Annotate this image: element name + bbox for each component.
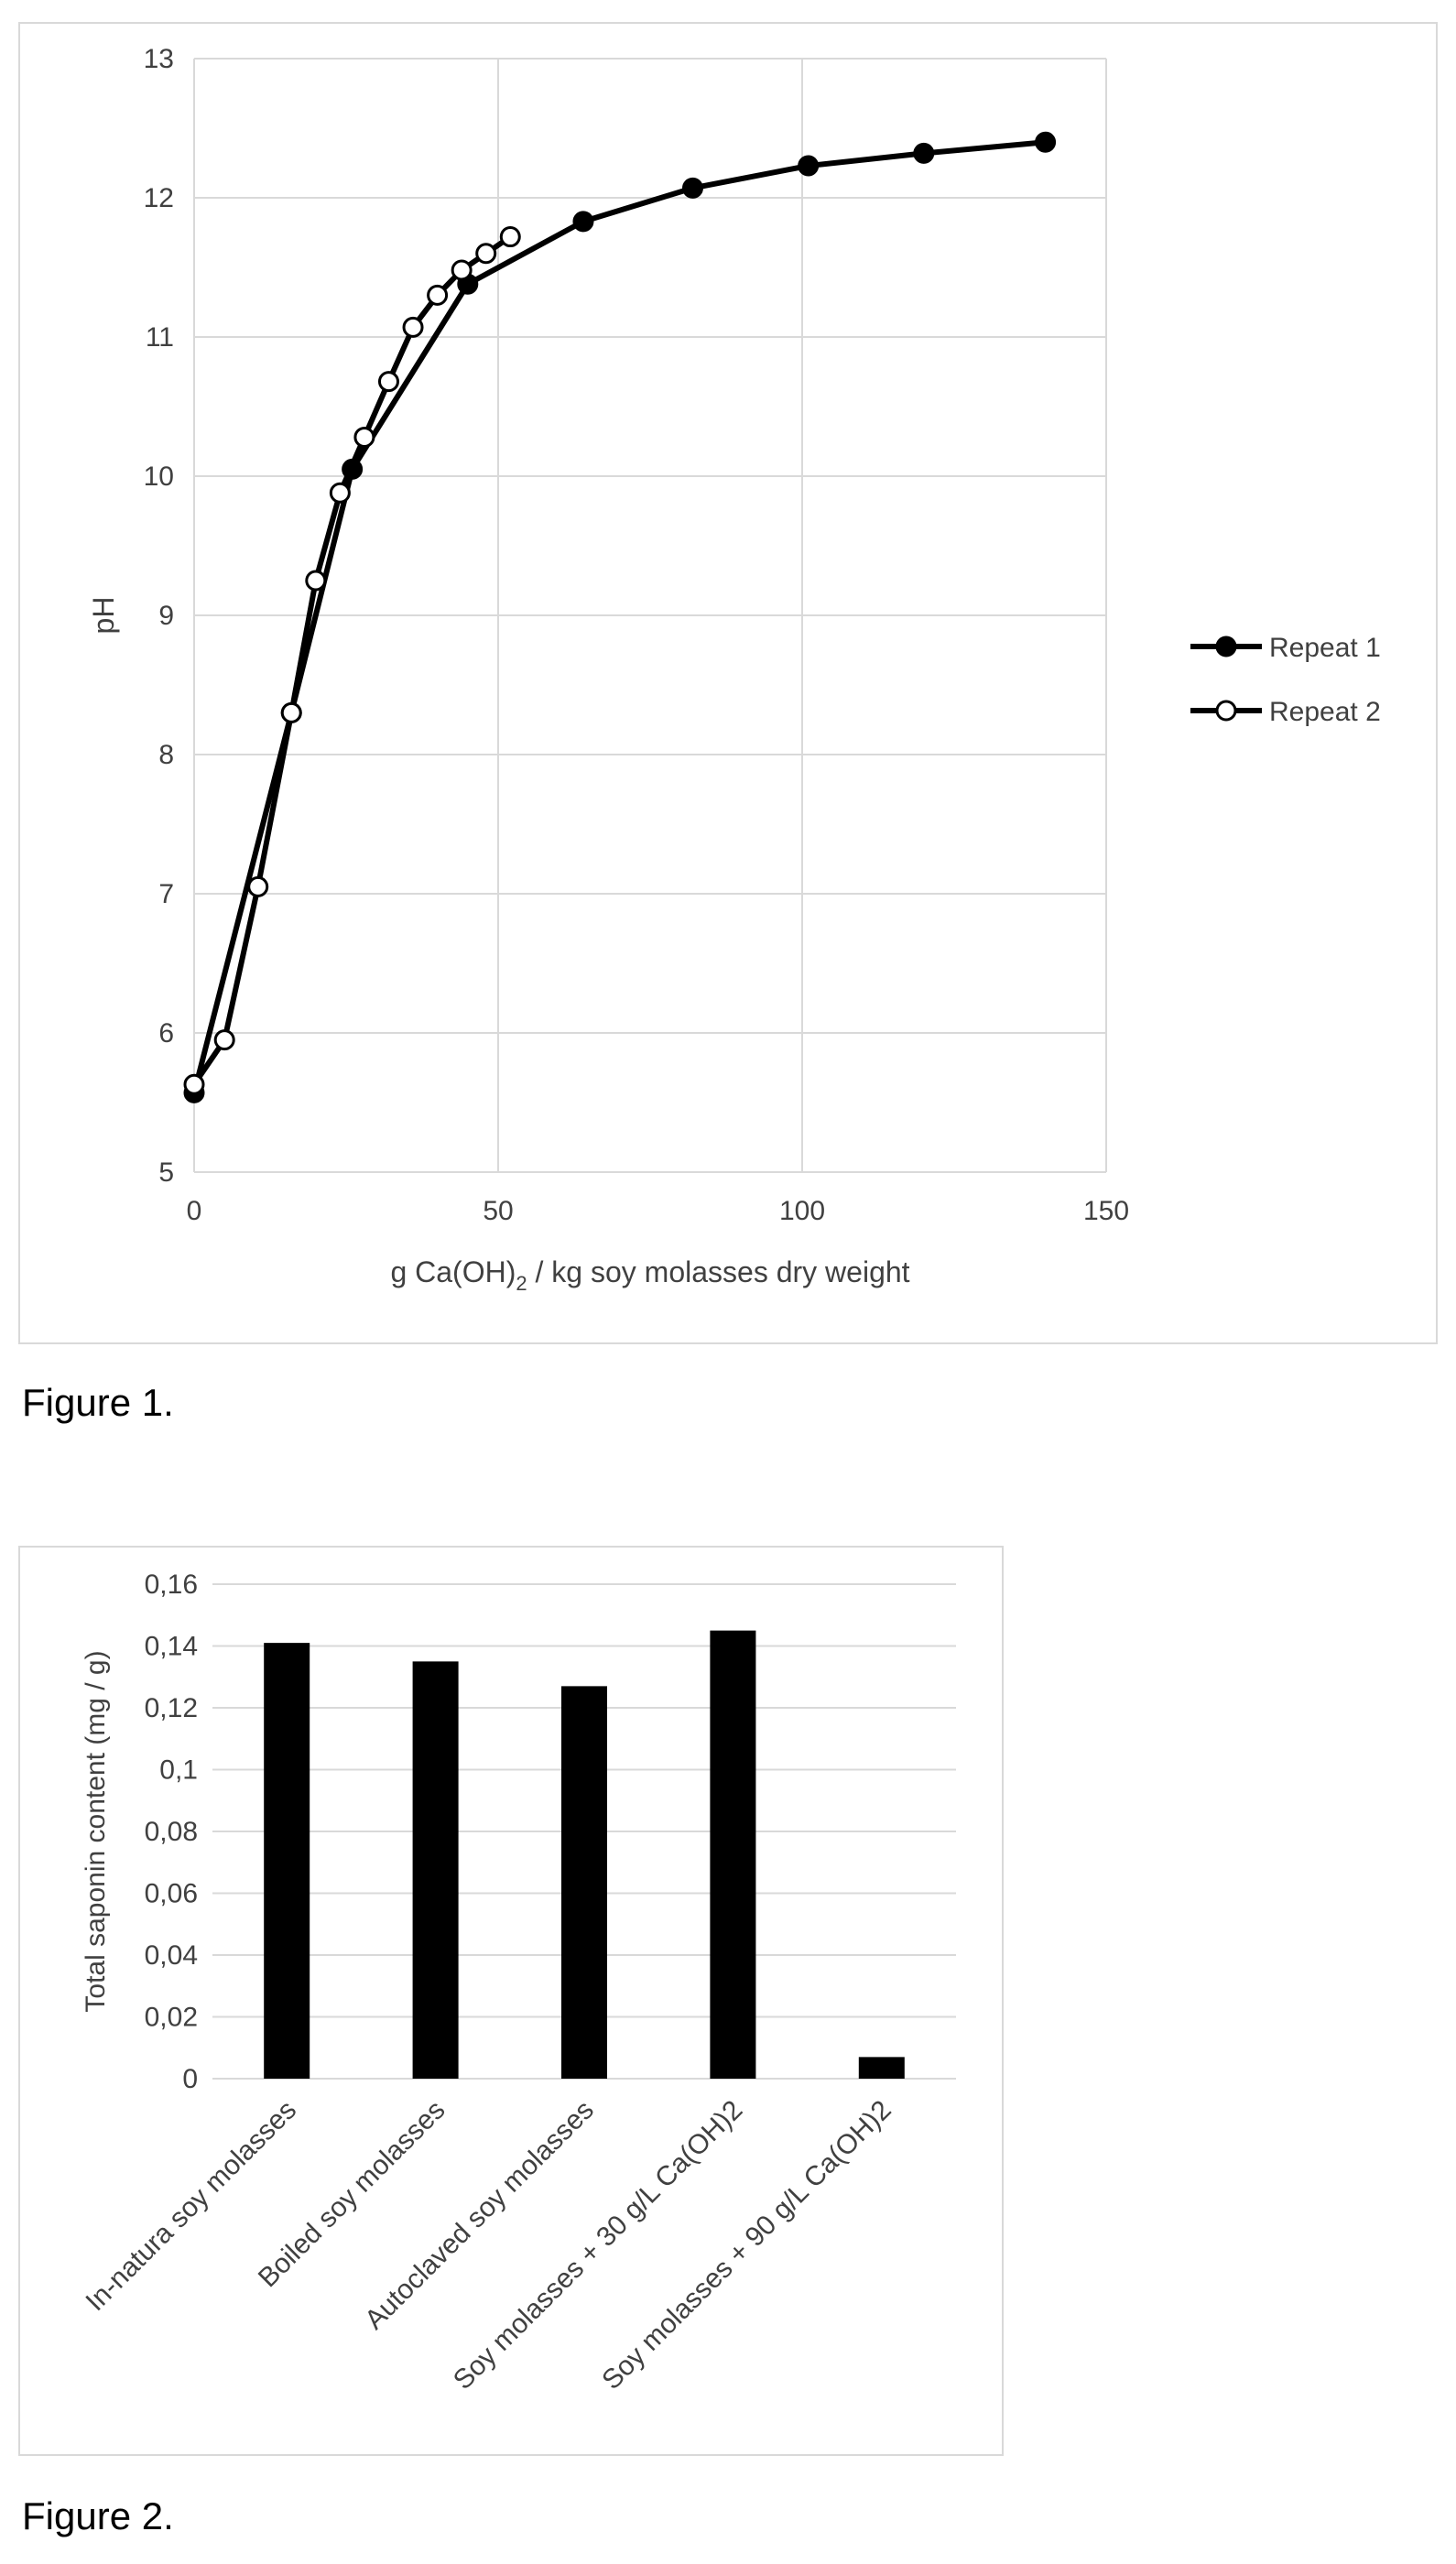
bar-3 (561, 1686, 607, 2079)
series-2-point (355, 428, 374, 446)
series-1-point (683, 179, 701, 197)
y-tick-label: 0,1 (159, 1755, 198, 1786)
legend-marker-1 (1217, 637, 1235, 656)
series-2-point (429, 286, 447, 304)
y-tick-label: 7 (158, 879, 174, 909)
y-tick-label: 0,08 (145, 1817, 198, 1847)
category-label: Soy molasses + 90 g/L Ca(OH)2 (596, 2095, 897, 2396)
y-axis-label: pH (87, 597, 120, 635)
y-tick-label: 12 (144, 183, 174, 213)
y-tick-label: 0,16 (145, 1570, 198, 1600)
x-tick-label: 100 (779, 1196, 825, 1226)
series-2-point (501, 228, 519, 246)
y-tick-label: 0,04 (145, 1940, 198, 1971)
series-1-point (574, 212, 592, 231)
y-axis-label: Total saponin content (mg / g) (81, 1650, 111, 2012)
y-tick-label: 11 (146, 322, 174, 353)
series-2-point (215, 1031, 234, 1049)
figure-1-caption: Figure 1. (22, 1381, 174, 1425)
bar-2 (413, 1661, 459, 2079)
x-tick-label: 150 (1083, 1196, 1129, 1226)
y-tick-label: 0 (182, 2064, 198, 2094)
legend-label-1: Repeat 1 (1269, 633, 1381, 663)
y-tick-label: 5 (158, 1157, 174, 1188)
y-tick-label: 9 (158, 601, 174, 631)
series-2-point (185, 1075, 203, 1093)
figure-1-panel: 5 6 7 8 9 10 11 12 13 0 50 100 150 pH g Ca(OH)2 / kg s… (18, 22, 1438, 1344)
y-tick-label: 0,12 (145, 1693, 198, 1723)
series-2-point (282, 703, 300, 722)
bar-1 (264, 1643, 310, 2079)
y-tick-label: 0,02 (145, 2003, 198, 2033)
x-axis-label: g Ca(OH)2 / kg soy molasses dry weight (390, 1255, 909, 1295)
figure-2-panel: 0 0,02 0,04 0,06 0,08 0,1 0,12 0,14 0,16 Total sa… (18, 1546, 1004, 2456)
figure-2-bar-chart: 0 0,02 0,04 0,06 0,08 0,1 0,12 0,14 0,16 Total sa… (20, 1548, 1002, 2454)
series-2-point (404, 318, 422, 336)
series-2-point (452, 261, 471, 279)
y-tick-label: 8 (158, 740, 174, 770)
series-line-1 (194, 142, 1046, 1092)
series-2-point (307, 571, 325, 590)
series-1-point (1037, 133, 1055, 151)
bar-5 (859, 2057, 905, 2079)
bar-4 (710, 1631, 755, 2079)
category-label: Soy molasses + 30 g/L Ca(OH)2 (448, 2095, 749, 2396)
legend-label-2: Repeat 2 (1269, 697, 1381, 727)
x-tick-label: 50 (483, 1196, 513, 1226)
series-line-2 (194, 237, 510, 1085)
series-2-point (379, 373, 397, 391)
y-tick-label: 10 (144, 462, 174, 492)
y-tick-label: 0,14 (145, 1632, 198, 1662)
series-2-point (477, 244, 495, 263)
series-2-point (331, 483, 349, 502)
y-tick-label: 6 (158, 1018, 174, 1048)
series-1-point (915, 144, 933, 162)
figure-1-line-chart: 5 6 7 8 9 10 11 12 13 0 50 100 150 pH g Ca(OH)2 / kg s… (20, 24, 1436, 1342)
x-tick-label: 0 (187, 1196, 202, 1226)
y-tick-label: 13 (144, 44, 174, 74)
series-1-point (343, 460, 362, 478)
y-tick-label: 0,06 (145, 1879, 198, 1909)
series-1-point (799, 157, 818, 175)
legend-marker-2 (1217, 701, 1235, 720)
series-2-point (249, 877, 267, 896)
figure-2-caption: Figure 2. (22, 2494, 174, 2538)
